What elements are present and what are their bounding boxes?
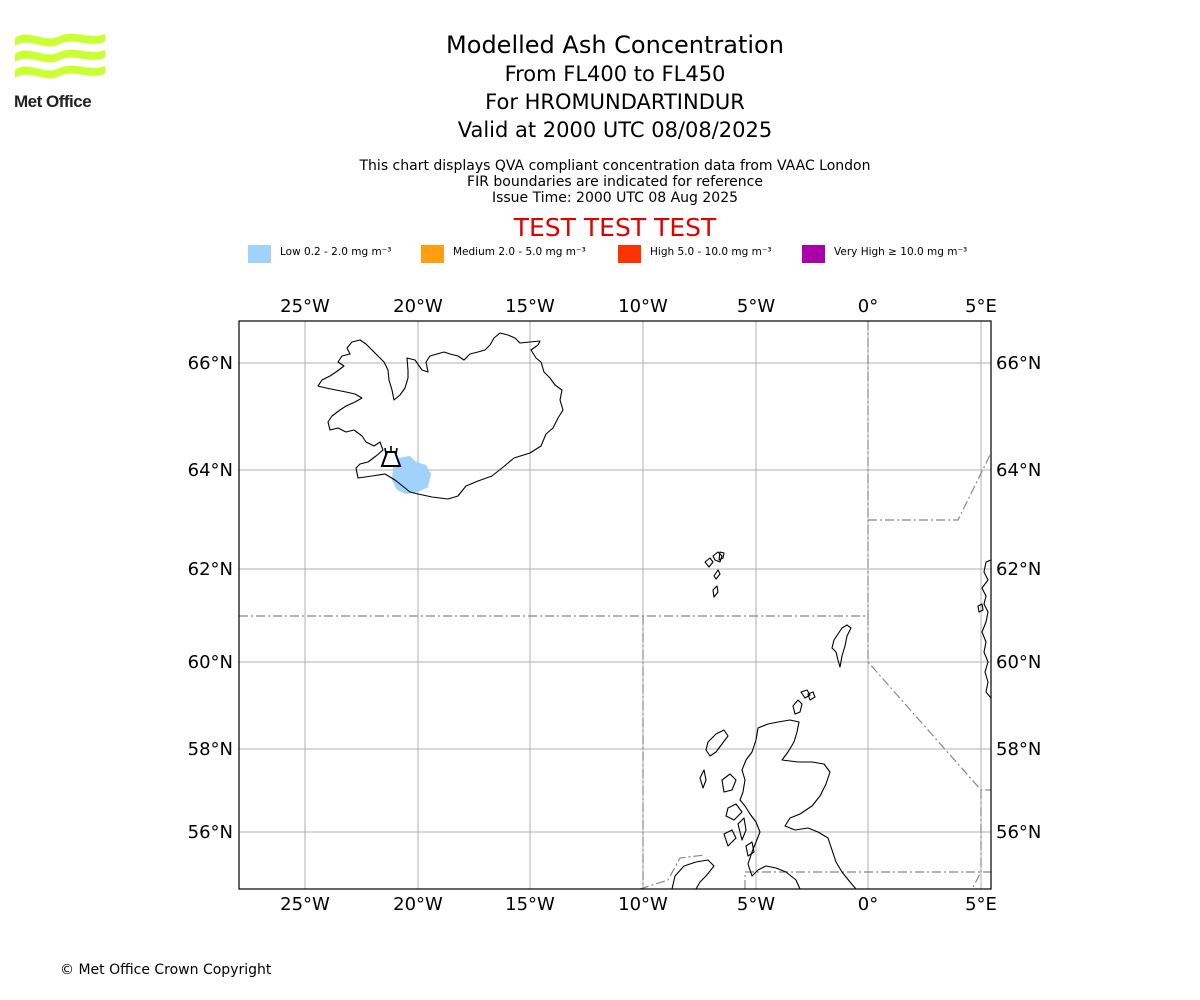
- coast-orkney-3: [807, 691, 816, 701]
- coast-skye: [721, 773, 737, 793]
- coast-jura: [737, 817, 747, 841]
- lon-tick-bottom: 0°: [858, 894, 878, 915]
- met-office-logo-text: Met Office: [14, 92, 92, 111]
- met-office-logo: Met Office: [14, 30, 110, 111]
- lat-ticks-right: 66°N 64°N 62°N 60°N 58°N 56°N: [996, 353, 1041, 843]
- coast-faroe-5: [718, 551, 725, 561]
- note-line-2: FIR boundaries are indicated for referen…: [467, 174, 763, 190]
- met-office-waves-icon: [15, 33, 105, 79]
- coast-lewis: [705, 729, 729, 757]
- legend-swatch-low: [248, 245, 271, 263]
- lat-tick-right: 58°N: [996, 739, 1041, 760]
- lon-ticks-bottom: 25°W 20°W 15°W 10°W 5°W 0° 5°E: [280, 894, 997, 915]
- coastlines: [317, 332, 991, 889]
- lon-tick-bottom: 5°W: [737, 894, 775, 915]
- chart-title: Modelled Ash Concentration From FL400 to…: [0, 30, 1200, 144]
- lon-tick-bottom: 10°W: [618, 894, 668, 915]
- note-line-1: This chart displays QVA compliant concen…: [359, 158, 871, 174]
- lat-tick-left: 60°N: [188, 652, 233, 673]
- lat-ticks-left: 66°N 64°N 62°N 60°N 58°N 56°N: [188, 353, 233, 843]
- fir-boundary-5e: [971, 790, 982, 889]
- fir-boundary-ireland: [639, 854, 706, 889]
- lat-tick-left: 66°N: [188, 353, 233, 374]
- coast-faroe-2: [712, 551, 723, 563]
- lon-tick-top: 0°: [858, 296, 878, 317]
- coast-shetland: [831, 624, 852, 668]
- lon-tick-top: 10°W: [618, 296, 668, 317]
- lon-tick-top: 5°E: [965, 296, 997, 317]
- test-banner: TEST TEST TEST: [513, 213, 717, 242]
- legend-label-high: High 5.0 - 10.0 mg m⁻³: [650, 246, 772, 258]
- lon-tick-bottom: 5°E: [965, 894, 997, 915]
- coast-iceland: [317, 332, 564, 500]
- coast-islay: [723, 829, 737, 847]
- legend-label-medium: Medium 2.0 - 5.0 mg m⁻³: [453, 246, 586, 258]
- title-line-4: Valid at 2000 UTC 08/08/2025: [457, 118, 773, 142]
- lon-tick-bottom: 25°W: [280, 894, 330, 915]
- lat-tick-left: 64°N: [188, 460, 233, 481]
- legend-swatch-high: [618, 245, 641, 263]
- lat-tick-right: 64°N: [996, 460, 1041, 481]
- title-line-3: For HROMUNDARTINDUR: [485, 90, 745, 114]
- coast-norway: [981, 559, 991, 699]
- lon-tick-bottom: 15°W: [505, 894, 555, 915]
- legend-swatch-medium: [421, 245, 444, 263]
- coast-faroe-1: [704, 557, 714, 568]
- lat-tick-right: 60°N: [996, 652, 1041, 673]
- coast-arran: [745, 841, 755, 857]
- legend-label-low: Low 0.2 - 2.0 mg m⁻³: [280, 246, 392, 258]
- map-content: [239, 321, 991, 889]
- lon-tick-bottom: 20°W: [393, 894, 443, 915]
- volcano-icon: [380, 446, 402, 467]
- gridlines: [239, 321, 991, 889]
- lat-tick-right: 66°N: [996, 353, 1041, 374]
- lat-tick-left: 62°N: [188, 559, 233, 580]
- coast-faroe-3: [713, 569, 721, 580]
- coast-northern-ireland: [671, 859, 715, 889]
- lat-tick-right: 56°N: [996, 822, 1041, 843]
- fir-boundary-ne: [868, 452, 991, 521]
- ash-cloud-low: [392, 456, 431, 494]
- fir-boundaries: [239, 321, 991, 889]
- title-line-1: Modelled Ash Concentration: [446, 31, 784, 59]
- lat-tick-right: 62°N: [996, 559, 1041, 580]
- coast-orkney-1: [792, 699, 803, 715]
- lon-ticks-top: 25°W 20°W 15°W 10°W 5°W 0° 5°E: [280, 296, 997, 317]
- lat-tick-left: 56°N: [188, 822, 233, 843]
- lon-tick-top: 5°W: [737, 296, 775, 317]
- title-line-2: From FL400 to FL450: [504, 62, 726, 86]
- coast-orkney-2: [800, 689, 811, 699]
- legend-label-very-high: Very High ≥ 10.0 mg m⁻³: [834, 246, 968, 258]
- fir-boundary-55n: [744, 871, 991, 889]
- coast-scotland: [739, 719, 857, 889]
- note-line-3: Issue Time: 2000 UTC 08 Aug 2025: [491, 190, 739, 206]
- legend-swatch-very-high: [802, 245, 825, 263]
- coast-norway-island: [977, 603, 984, 613]
- lon-tick-top: 25°W: [280, 296, 330, 317]
- coast-uist: [699, 769, 707, 789]
- coast-faroe-4: [712, 585, 719, 598]
- lon-tick-top: 15°W: [505, 296, 555, 317]
- coast-mull: [725, 803, 743, 821]
- copyright-notice: © Met Office Crown Copyright: [60, 962, 272, 978]
- chart-notes: This chart displays QVA compliant concen…: [0, 158, 1200, 206]
- fir-boundary-se: [867, 616, 991, 791]
- lat-tick-left: 58°N: [188, 739, 233, 760]
- lon-tick-top: 20°W: [393, 296, 443, 317]
- map-frame: [238, 320, 992, 890]
